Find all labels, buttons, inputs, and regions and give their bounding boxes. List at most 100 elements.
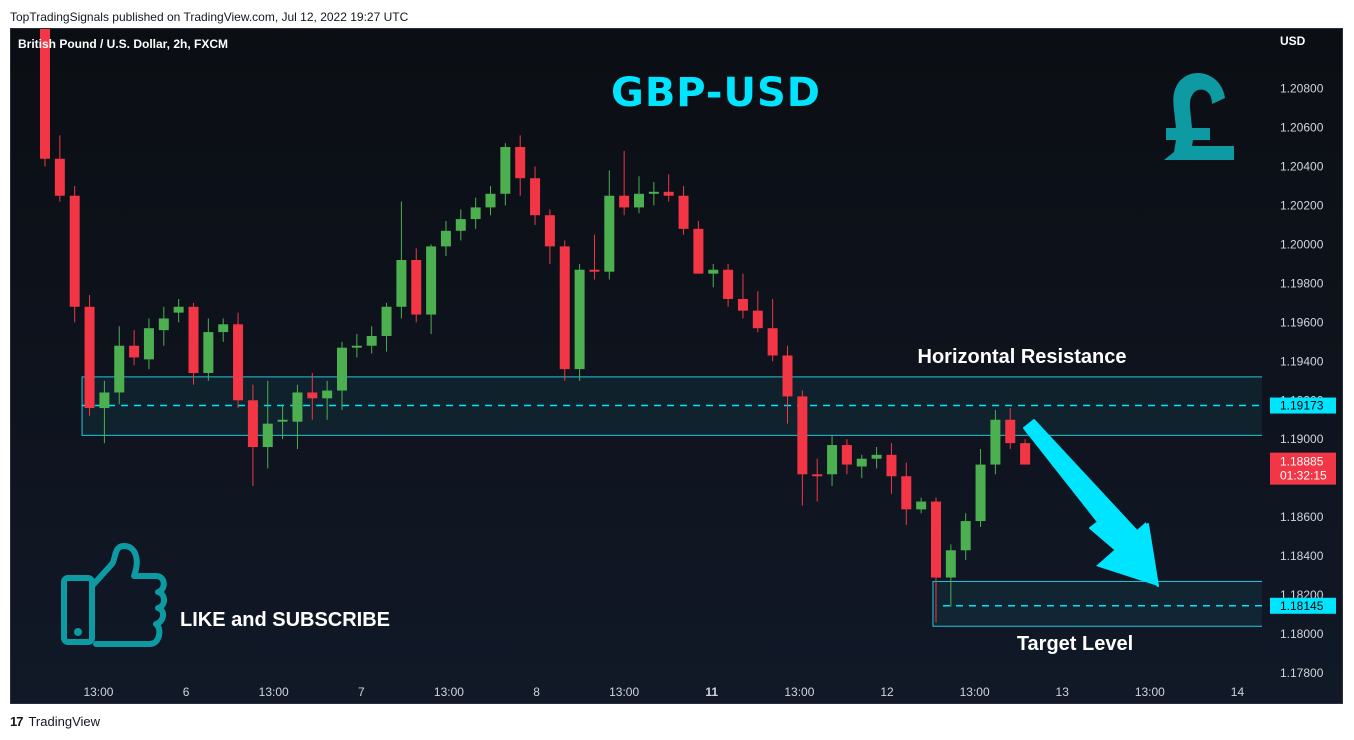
candle	[589, 234, 600, 280]
candle	[114, 326, 125, 405]
y-tick-label: 1.19600	[1280, 315, 1324, 329]
candle	[1005, 408, 1016, 449]
x-tick-label: 13:00	[259, 685, 289, 699]
target-price-tag-bg	[1270, 597, 1336, 614]
candle	[188, 302, 199, 385]
candle	[737, 273, 748, 319]
y-tick-label: 1.20600	[1280, 121, 1324, 135]
resistance-label: Horizontal Resistance	[918, 346, 1127, 368]
candle	[307, 373, 318, 420]
x-tick-label: 13:00	[1135, 685, 1165, 699]
candle	[530, 166, 541, 225]
candle	[515, 135, 526, 196]
candle	[54, 135, 65, 202]
candle	[233, 312, 244, 409]
candle	[663, 174, 674, 202]
footer: 17 TradingView	[10, 714, 100, 729]
target-zone	[932, 580, 1262, 627]
candle	[782, 345, 793, 424]
thumbs-up-icon	[61, 543, 167, 647]
candle	[693, 221, 704, 274]
x-tick-label: 13:00	[609, 685, 639, 699]
y-tick-label: 1.17800	[1280, 666, 1324, 680]
candle	[455, 209, 466, 241]
candle	[158, 306, 169, 346]
x-tick-label: 8	[533, 685, 540, 699]
candle	[559, 240, 570, 381]
candle	[143, 318, 154, 370]
candle	[69, 185, 80, 323]
x-tick-label: 13:00	[960, 685, 990, 699]
candle	[975, 448, 986, 527]
x-tick-label: 6	[183, 685, 190, 699]
y-tick-label: 1.20200	[1280, 198, 1324, 212]
candle	[931, 497, 941, 623]
current-price-label: 1.18885	[1280, 455, 1324, 469]
resistance-price-tag: 1.19173	[1280, 399, 1324, 413]
candle	[337, 341, 347, 411]
candle	[426, 244, 437, 335]
candle	[812, 458, 823, 502]
candle	[619, 150, 630, 216]
candle	[84, 295, 95, 416]
candle	[203, 318, 214, 381]
x-tick-label: 13	[1056, 685, 1070, 699]
y-tick-label: 1.19000	[1280, 432, 1324, 446]
x-tick-label: 14	[1231, 685, 1245, 699]
x-tick-label: 13:00	[784, 685, 814, 699]
candle	[604, 170, 615, 280]
x-tick-label: 11	[705, 685, 718, 699]
candle	[544, 209, 555, 264]
currency-label: USD	[1280, 34, 1306, 48]
candle	[262, 380, 273, 469]
candle	[827, 435, 838, 486]
y-tick-label: 1.19800	[1280, 276, 1324, 290]
candle	[856, 454, 867, 479]
candle	[440, 221, 451, 257]
candle	[322, 380, 333, 420]
y-tick-label: 1.18000	[1280, 627, 1324, 641]
candle	[723, 263, 734, 307]
candle	[797, 390, 808, 506]
candle	[945, 544, 956, 607]
candle	[901, 462, 912, 525]
candle	[871, 447, 882, 469]
y-tick-label: 1.18400	[1280, 549, 1324, 563]
candle	[916, 497, 927, 514]
publisher-line: TopTradingSignals published on TradingVi…	[10, 10, 409, 24]
candle	[129, 330, 140, 366]
resistance-price-tag-bg	[1270, 397, 1336, 414]
candle	[396, 201, 407, 319]
candle	[886, 443, 897, 494]
promo-text: LIKE and SUBSCRIBE	[180, 609, 390, 631]
chart-title: GBP-USD	[611, 70, 821, 116]
symbol-label: British Pound / U.S. Dollar, 2h, FXCM	[18, 37, 228, 51]
pound-sign-icon	[1164, 72, 1234, 160]
candle	[767, 298, 778, 362]
tradingview-logo-icon: 17	[10, 714, 24, 729]
chart-frame	[10, 28, 1343, 704]
target-price-tag: 1.18145	[1280, 599, 1324, 613]
tradingview-brand[interactable]: TradingView	[28, 714, 101, 729]
down-arrow-icon	[1023, 419, 1159, 587]
candle	[752, 291, 763, 333]
candle	[173, 298, 184, 323]
candle	[574, 263, 585, 381]
candle	[648, 182, 659, 206]
x-tick-label: 13:00	[434, 685, 464, 699]
candle	[960, 513, 971, 561]
candle	[470, 197, 481, 229]
candle	[292, 384, 303, 449]
candle	[708, 263, 719, 288]
x-tick-label: 12	[880, 685, 894, 699]
candle	[411, 248, 422, 323]
y-tick-label: 1.18600	[1280, 510, 1324, 524]
y-tick-label: 1.20400	[1280, 160, 1324, 174]
y-tick-label: 1.20800	[1280, 82, 1324, 96]
candle	[500, 143, 511, 206]
candle	[990, 410, 1001, 475]
candle	[678, 185, 689, 235]
candle	[366, 326, 377, 354]
candle	[634, 176, 644, 214]
